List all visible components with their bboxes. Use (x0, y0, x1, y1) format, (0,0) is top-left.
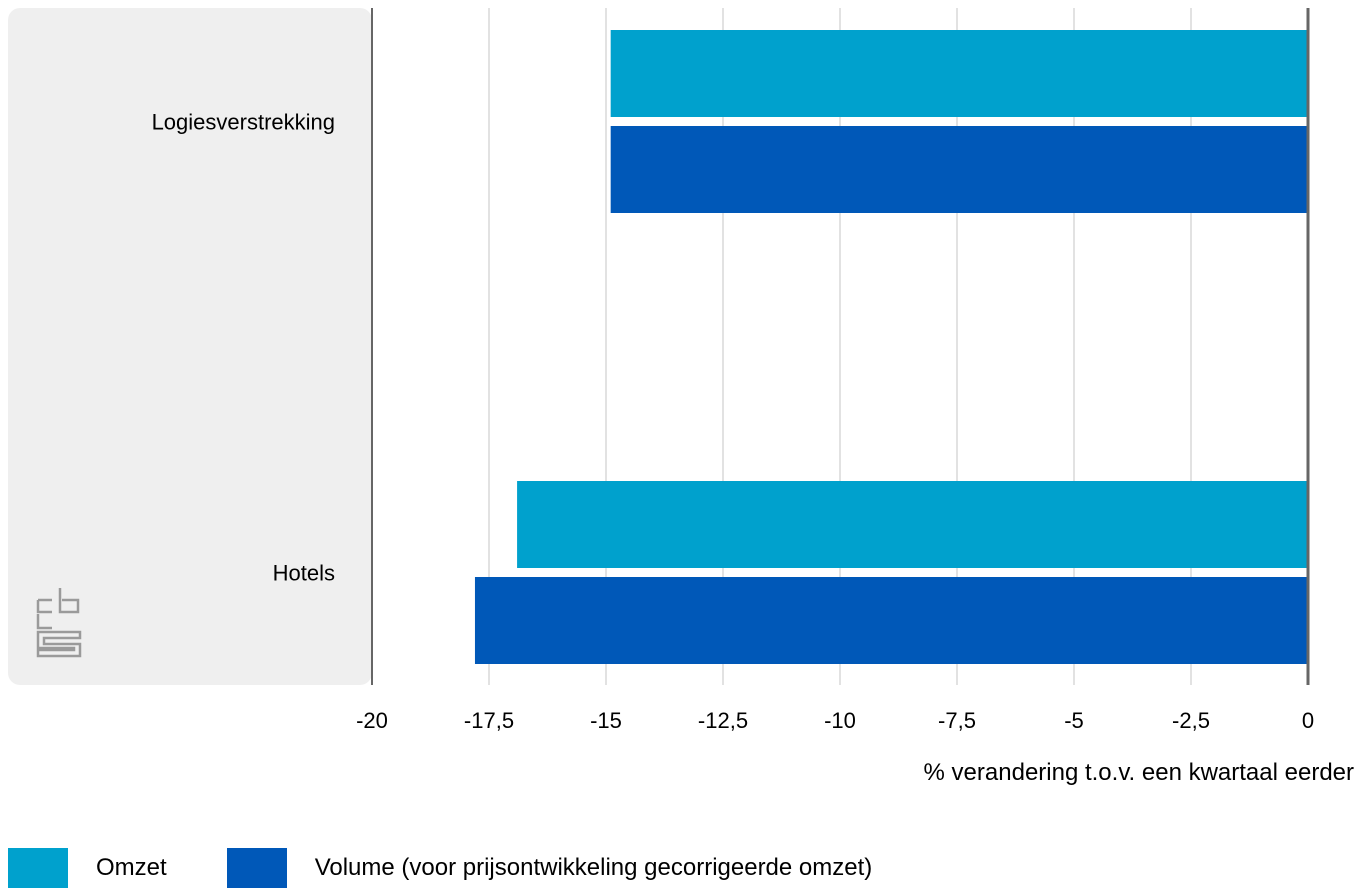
gridlines (488, 8, 1192, 685)
x-tick-label: -15 (590, 708, 622, 733)
bar-volume (474, 577, 1309, 664)
x-tick-label: -5 (1064, 708, 1084, 733)
x-tick-label: -17,5 (464, 708, 514, 733)
x-tick-label: -12,5 (698, 708, 748, 733)
x-tick-label: 0 (1302, 708, 1314, 733)
x-axis-title: % verandering t.o.v. een kwartaal eerder (924, 759, 1354, 786)
legend-swatch-volume (226, 848, 287, 888)
bar-chart: Logiesverstrekking Hotels -20 -17,5 -15 -12,… (8, 8, 1354, 786)
legend-label-omzet: Omzet (96, 854, 167, 881)
category-label: Hotels (273, 561, 335, 586)
legend: Omzet Volume (voor prijsontwikkeling gec… (8, 848, 932, 888)
bar-omzet (517, 481, 1308, 568)
legend-item-omzet: Omzet (8, 848, 167, 888)
legend-swatch-omzet (8, 848, 68, 888)
bar-volume (610, 126, 1308, 213)
category-label-panel (8, 8, 372, 685)
x-tick-label: -20 (356, 708, 388, 733)
bars (474, 30, 1309, 664)
legend-label-volume: Volume (voor prijsontwikkeling gecorrige… (314, 854, 873, 881)
cbs-logo-icon (36, 588, 82, 658)
x-tick-label: -2,5 (1172, 708, 1210, 733)
category-labels: Logiesverstrekking Hotels (152, 110, 335, 586)
category-label: Logiesverstrekking (152, 110, 335, 135)
x-tick-label: -10 (824, 708, 856, 733)
bar-omzet (610, 30, 1308, 117)
x-tick-label: -7,5 (938, 708, 976, 733)
x-tick-labels: -20 -17,5 -15 -12,5 -10 -7,5 -5 -2,5 0 (356, 708, 1314, 733)
legend-item-volume: Volume (voor prijsontwikkeling gecorrige… (226, 848, 873, 888)
